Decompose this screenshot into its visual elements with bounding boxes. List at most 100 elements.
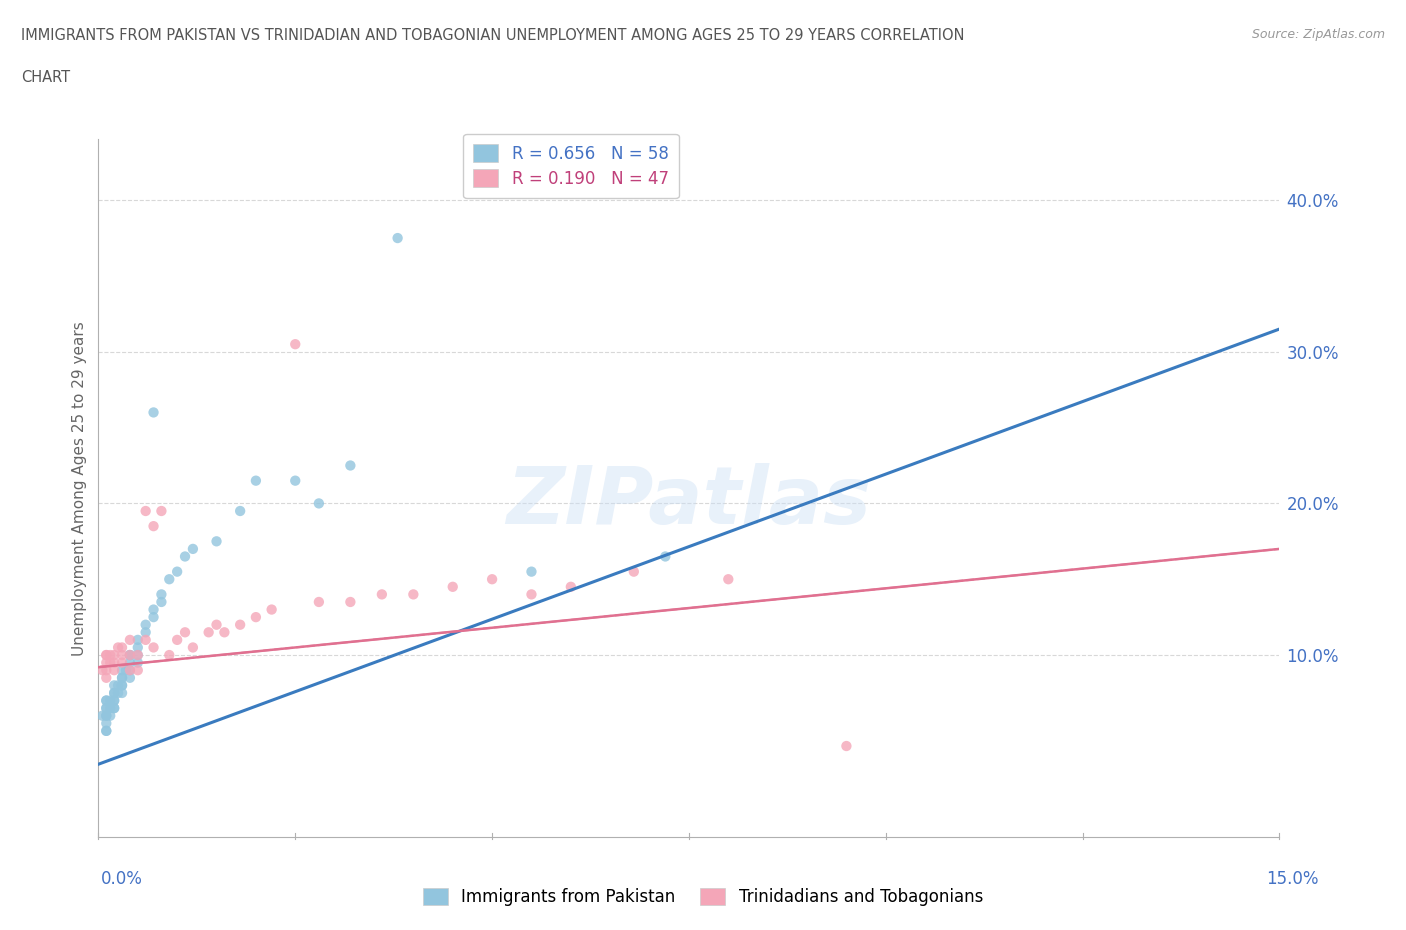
Point [103, 693, 125, 708]
Point [118, 663, 141, 678]
Point [118, 647, 141, 662]
Point [96, 693, 118, 708]
Point [107, 640, 129, 655]
Point [150, 503, 173, 518]
Point [96, 663, 118, 678]
Legend: R = 0.656   N = 58, R = 0.190   N = 47: R = 0.656 N = 58, R = 0.190 N = 47 [463, 134, 679, 198]
Point [127, 632, 149, 647]
Point [135, 618, 157, 632]
Point [166, 632, 188, 647]
Text: Source: ZipAtlas.com: Source: ZipAtlas.com [1251, 28, 1385, 41]
Point [96, 724, 118, 738]
Point [98, 647, 121, 662]
Point [98, 709, 121, 724]
Point [127, 647, 149, 662]
Point [98, 693, 121, 708]
Point [91, 663, 114, 678]
Point [91, 709, 114, 724]
Point [96, 656, 118, 671]
Point [111, 678, 134, 693]
Point [98, 700, 121, 715]
Point [103, 685, 125, 700]
Point [150, 587, 173, 602]
Point [118, 632, 141, 647]
Point [560, 579, 582, 594]
Point [481, 572, 503, 587]
Point [115, 663, 138, 678]
Point [229, 503, 252, 518]
Point [96, 647, 118, 662]
Point [127, 640, 149, 655]
Point [717, 572, 740, 587]
Point [127, 647, 149, 662]
Point [96, 700, 118, 715]
Point [111, 671, 134, 685]
Point [118, 656, 141, 671]
Point [142, 405, 165, 419]
Point [142, 640, 165, 655]
Point [98, 656, 121, 671]
Point [111, 678, 134, 693]
Point [111, 656, 134, 671]
Y-axis label: Unemployment Among Ages 25 to 29 years: Unemployment Among Ages 25 to 29 years [72, 321, 87, 656]
Point [111, 663, 134, 678]
Point [96, 709, 118, 724]
Point [107, 685, 129, 700]
Point [181, 541, 204, 556]
Point [127, 663, 149, 678]
Point [96, 709, 118, 724]
Point [260, 602, 283, 617]
Point [111, 640, 134, 655]
Point [157, 572, 180, 587]
Point [103, 693, 125, 708]
Point [103, 663, 125, 678]
Point [174, 549, 197, 564]
Point [118, 671, 141, 685]
Text: 0.0%: 0.0% [101, 870, 143, 888]
Point [103, 656, 125, 671]
Point [308, 594, 330, 609]
Text: 15.0%: 15.0% [1267, 870, 1319, 888]
Point [197, 625, 219, 640]
Point [96, 671, 118, 685]
Point [245, 473, 267, 488]
Text: ZIPatlas: ZIPatlas [506, 463, 872, 541]
Point [181, 640, 204, 655]
Point [118, 663, 141, 678]
Point [135, 632, 157, 647]
Point [96, 716, 118, 731]
Text: IMMIGRANTS FROM PAKISTAN VS TRINIDADIAN AND TOBAGONIAN UNEMPLOYMENT AMONG AGES 2: IMMIGRANTS FROM PAKISTAN VS TRINIDADIAN … [21, 28, 965, 43]
Point [623, 565, 645, 579]
Point [214, 625, 236, 640]
Point [142, 519, 165, 534]
Point [103, 685, 125, 700]
Point [308, 496, 330, 511]
Point [135, 503, 157, 518]
Point [245, 610, 267, 625]
Point [284, 337, 307, 352]
Point [118, 647, 141, 662]
Point [387, 231, 409, 246]
Point [157, 647, 180, 662]
Point [339, 458, 361, 473]
Point [205, 534, 228, 549]
Legend: Immigrants from Pakistan, Trinidadians and Tobagonians: Immigrants from Pakistan, Trinidadians a… [416, 881, 990, 912]
Point [103, 678, 125, 693]
Point [402, 587, 425, 602]
Point [229, 618, 252, 632]
Point [103, 700, 125, 715]
Point [111, 685, 134, 700]
Point [135, 625, 157, 640]
Point [339, 594, 361, 609]
Point [174, 625, 197, 640]
Point [284, 473, 307, 488]
Point [111, 647, 134, 662]
Point [142, 610, 165, 625]
Point [205, 618, 228, 632]
Point [103, 647, 125, 662]
Point [96, 724, 118, 738]
Point [520, 587, 543, 602]
Point [441, 579, 464, 594]
Point [654, 549, 676, 564]
Point [150, 594, 173, 609]
